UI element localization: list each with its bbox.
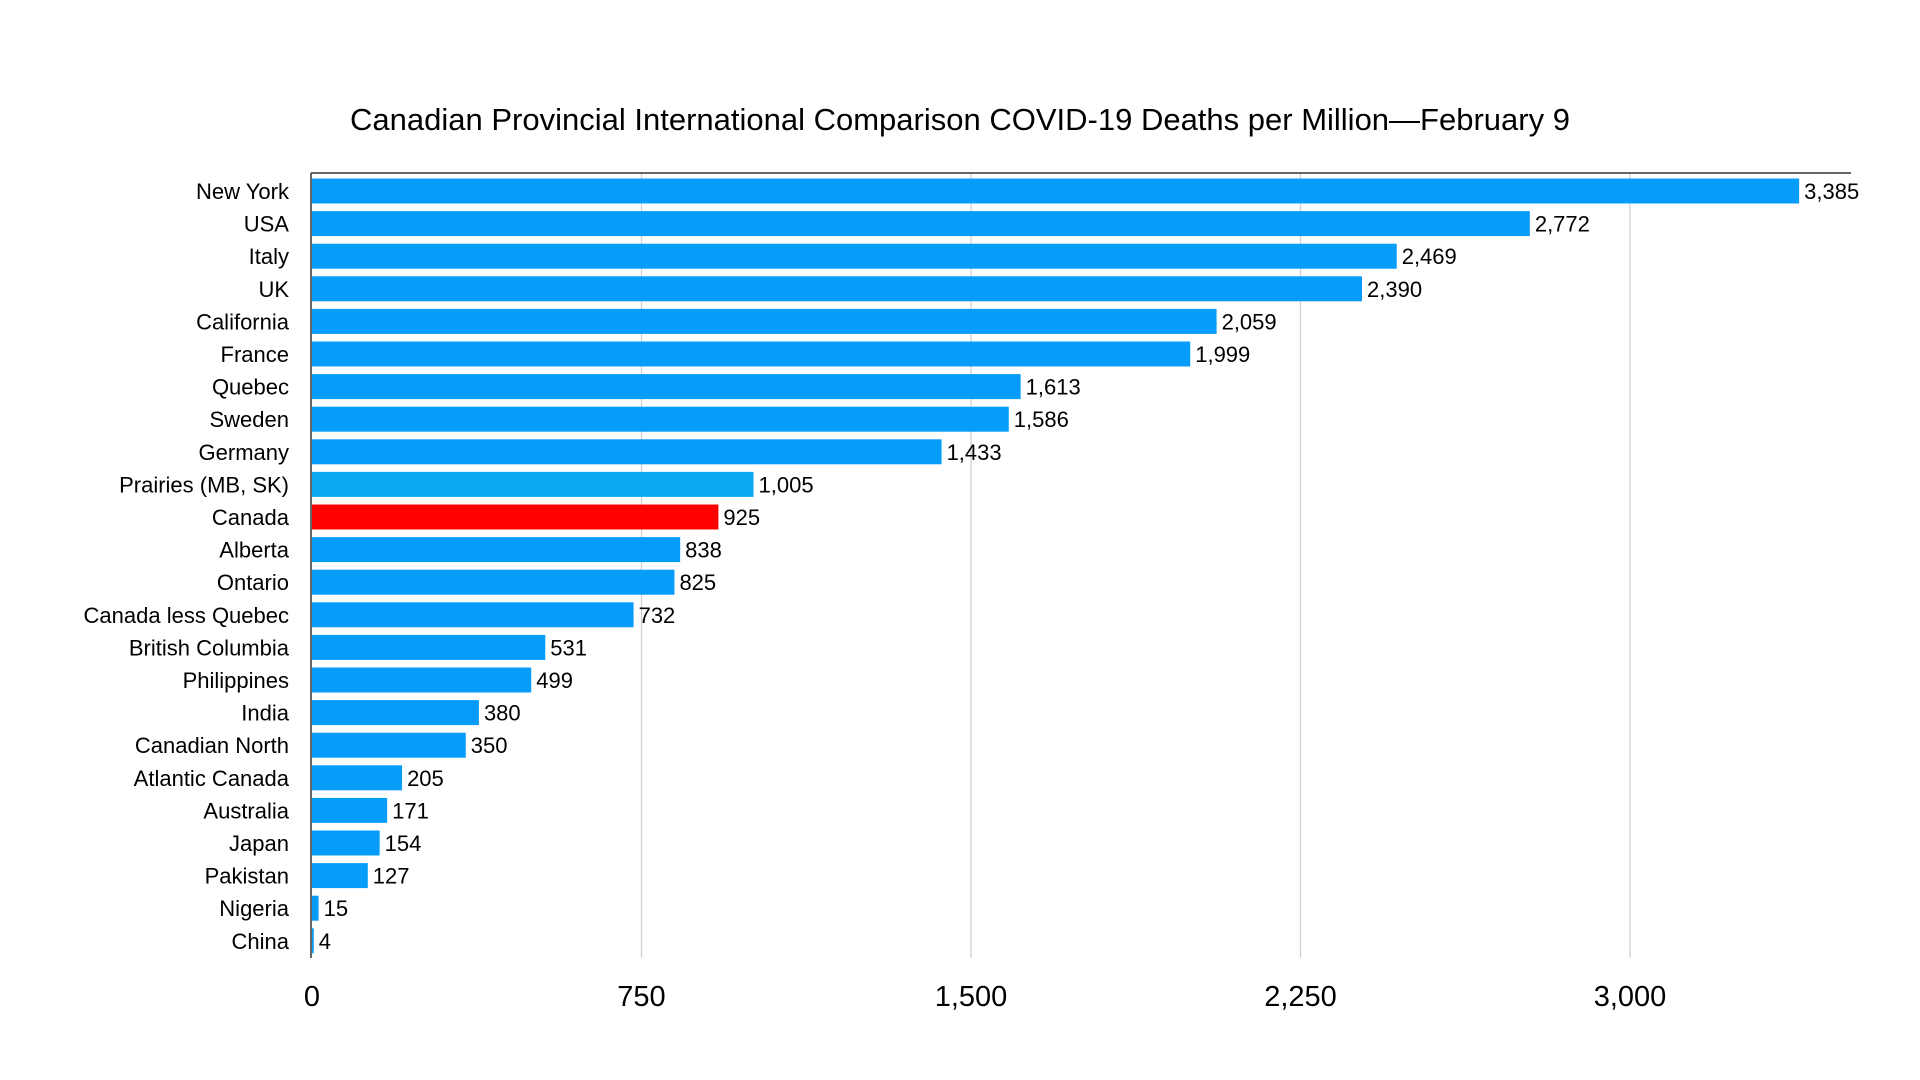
bar <box>312 406 1009 432</box>
category-label: California <box>196 309 290 334</box>
category-label: Japan <box>229 831 289 856</box>
bar <box>312 895 319 921</box>
category-label: Sweden <box>209 407 289 432</box>
bar <box>312 797 388 823</box>
bar <box>312 537 681 563</box>
x-axis-ticks: 0 750 1,500 2,250 3,000 <box>304 981 1666 1013</box>
bar <box>312 178 1800 204</box>
bar <box>312 634 546 660</box>
bar <box>312 374 1021 400</box>
data-label: 2,059 <box>1222 309 1277 334</box>
category-label: Atlantic Canada <box>134 766 290 791</box>
category-label: New York <box>196 179 290 204</box>
data-label: 350 <box>471 733 508 758</box>
category-label: British Columbia <box>129 635 290 660</box>
category-label: France <box>221 342 289 367</box>
bar <box>312 243 1397 269</box>
gridlines <box>640 173 1631 958</box>
data-label: 838 <box>685 538 722 563</box>
category-label: Pakistan <box>205 864 289 889</box>
chart-title: Canadian Provincial International Compar… <box>350 102 1570 137</box>
data-label: 127 <box>373 864 410 889</box>
bar <box>312 700 479 726</box>
data-label: 1,613 <box>1026 375 1081 400</box>
category-label: Italy <box>249 244 289 269</box>
bar <box>312 504 719 530</box>
category-label: Canada less Quebec <box>84 603 289 628</box>
data-label: 2,469 <box>1402 244 1457 269</box>
data-label: 4 <box>319 929 331 954</box>
category-label: Quebec <box>212 375 289 400</box>
bar <box>312 765 403 791</box>
category-label: China <box>232 929 290 954</box>
x-tick-label: 2,250 <box>1264 981 1337 1013</box>
category-label: Nigeria <box>219 896 289 921</box>
category-labels: New York USA Italy UK California France Quebec… <box>84 179 290 954</box>
category-label: Ontario <box>217 570 289 595</box>
category-label: Germany <box>199 440 289 465</box>
data-label: 1,005 <box>759 472 814 497</box>
data-label: 1,586 <box>1014 407 1069 432</box>
bar <box>312 276 1363 302</box>
bar <box>312 308 1217 334</box>
data-label: 732 <box>639 603 676 628</box>
category-label: Canada <box>212 505 290 530</box>
bars <box>312 178 1800 954</box>
data-label: 3,385 <box>1804 179 1859 204</box>
bar <box>312 830 380 856</box>
bar <box>312 732 466 758</box>
category-label: Philippines <box>183 668 289 693</box>
data-label: 825 <box>679 570 716 595</box>
data-label: 205 <box>407 766 444 791</box>
bar <box>312 863 368 889</box>
bar <box>312 471 754 497</box>
category-label: UK <box>258 277 289 302</box>
bar <box>312 667 532 693</box>
category-label: Canadian North <box>135 733 289 758</box>
x-tick-label: 0 <box>304 981 320 1013</box>
bar <box>312 211 1530 237</box>
category-label: Alberta <box>219 538 289 563</box>
x-tick-label: 1,500 <box>935 981 1008 1013</box>
category-label: Australia <box>203 798 289 823</box>
bar <box>312 341 1191 367</box>
data-label: 2,390 <box>1367 277 1422 302</box>
data-label: 15 <box>324 896 348 921</box>
category-label: Prairies (MB, SK) <box>119 472 289 497</box>
bar <box>312 602 634 628</box>
data-label: 499 <box>536 668 573 693</box>
category-label: USA <box>244 212 290 237</box>
data-label: 171 <box>392 798 429 823</box>
value-labels: 3,385 2,772 2,469 2,390 2,059 1,999 1,613 1,586… <box>319 179 1859 954</box>
data-label: 380 <box>484 701 521 726</box>
data-label: 1,433 <box>947 440 1002 465</box>
data-label: 1,999 <box>1195 342 1250 367</box>
data-label: 531 <box>550 635 587 660</box>
bar <box>312 569 675 595</box>
bar <box>312 928 314 954</box>
bar <box>312 439 942 465</box>
x-tick-label: 3,000 <box>1594 981 1667 1013</box>
data-label: 925 <box>723 505 760 530</box>
data-label: 2,772 <box>1535 212 1590 237</box>
data-label: 154 <box>385 831 422 856</box>
x-tick-label: 750 <box>617 981 665 1013</box>
category-label: India <box>241 701 289 726</box>
